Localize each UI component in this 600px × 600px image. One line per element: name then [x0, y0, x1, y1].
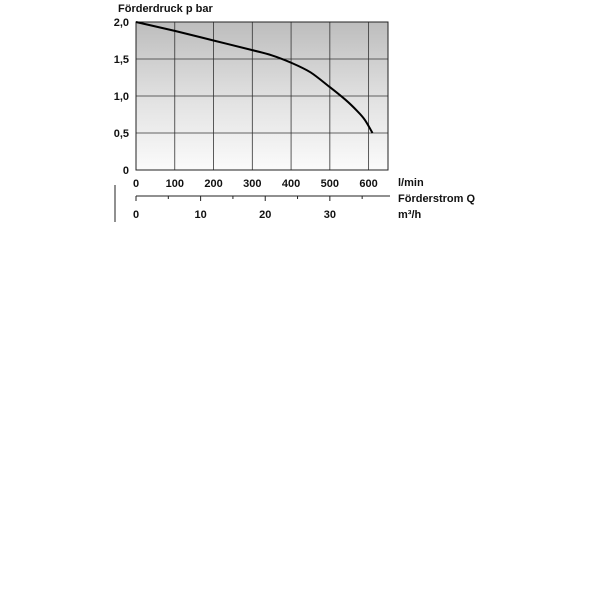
- x-tick-label: 200: [204, 178, 222, 190]
- x2-tick-label: 30: [324, 209, 336, 221]
- y-axis-label: Förderdruck p bar: [118, 3, 213, 15]
- y-tick-label: 0: [123, 165, 129, 177]
- x2-tick-label: 0: [133, 209, 139, 221]
- x-tick-label: 100: [166, 178, 184, 190]
- x2-tick-label: 20: [259, 209, 271, 221]
- x-tick-label: 600: [359, 178, 377, 190]
- grid: [136, 22, 388, 170]
- x2-unit-label: m³/h: [398, 209, 422, 221]
- plot-frame: [135, 21, 389, 171]
- secondary-axis-ticks: 0 10 20 30: [133, 196, 363, 221]
- x-tick-label: 300: [243, 178, 261, 190]
- y-tick-label: 1,5: [114, 54, 129, 66]
- x2-tick-label: 10: [194, 209, 206, 221]
- x-tick-label: 400: [282, 178, 300, 190]
- x-tick-label: 0: [133, 178, 139, 190]
- x-unit-label: l/min: [398, 177, 424, 189]
- y-tick-label: 2,0: [114, 17, 129, 29]
- y-tick-labels: 2,0 1,5 1,0 0,5 0: [114, 17, 129, 177]
- y-tick-label: 0,5: [114, 128, 129, 140]
- pressure-curve: [135, 21, 374, 134]
- x-axis-label: Förderstrom Q: [398, 193, 475, 205]
- y-tick-label: 1,0: [114, 91, 129, 103]
- x-tick-labels: 0 100 200 300 400 500 600: [133, 178, 378, 190]
- x-tick-label: 500: [321, 178, 339, 190]
